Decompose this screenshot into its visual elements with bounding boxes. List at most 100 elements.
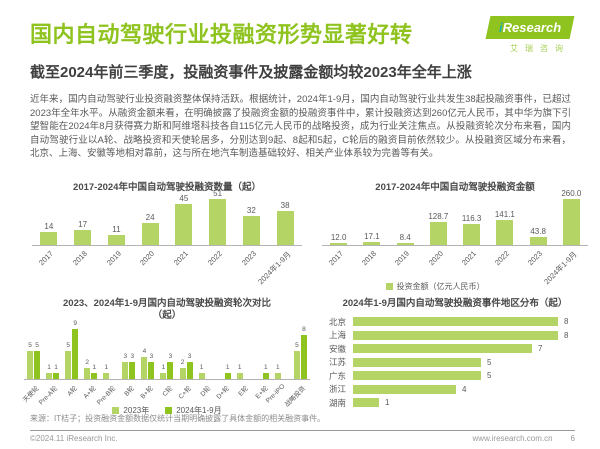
bar-column: 141.1 bbox=[495, 210, 515, 245]
bar bbox=[141, 357, 148, 379]
legend-item: 2024年1-9月 bbox=[165, 405, 222, 416]
tick-label: 2020 bbox=[426, 249, 445, 268]
bar bbox=[496, 220, 514, 245]
category-label: 广东 bbox=[328, 370, 346, 381]
bar-column: 1 bbox=[46, 364, 53, 379]
bar-row: 广东 5 bbox=[318, 369, 592, 383]
bar bbox=[74, 230, 92, 245]
bar-group: 17 bbox=[66, 220, 100, 245]
bar-group: 1 bbox=[272, 364, 291, 379]
bar bbox=[353, 371, 481, 381]
bar bbox=[160, 373, 167, 379]
bar bbox=[53, 373, 60, 379]
value-label: 3 bbox=[123, 353, 128, 360]
legend-swatch bbox=[112, 407, 120, 414]
value-label: 1 bbox=[263, 364, 268, 371]
bar-column: 11 bbox=[106, 225, 126, 245]
value-label: 1 bbox=[104, 364, 109, 371]
bar-group: 12.0 bbox=[322, 233, 355, 245]
value-label: 17.1 bbox=[364, 232, 380, 241]
bar bbox=[396, 243, 414, 245]
bar-column: 24 bbox=[140, 213, 160, 245]
value-label: 45 bbox=[179, 194, 189, 203]
value-label: 24 bbox=[145, 213, 155, 222]
category-label: 江苏 bbox=[328, 357, 346, 368]
bar-column: 4 bbox=[141, 348, 148, 379]
bar-column: 1 bbox=[262, 364, 269, 379]
bar bbox=[107, 235, 125, 245]
iresearch-logo-text: iResearch bbox=[499, 20, 561, 35]
bar-group: 141.1 bbox=[488, 210, 521, 245]
value-label: 17 bbox=[78, 220, 88, 229]
bar-group: 14 bbox=[32, 222, 66, 245]
bar-column: 3 bbox=[167, 353, 174, 379]
bar-column: 51 bbox=[208, 189, 228, 245]
bar bbox=[363, 242, 381, 245]
value-label: 8 bbox=[302, 326, 306, 333]
category-label: 浙江 bbox=[328, 384, 346, 395]
value-label: 12.0 bbox=[330, 233, 347, 242]
bar-column: 17 bbox=[73, 220, 93, 245]
bar-column: 45 bbox=[174, 194, 194, 245]
bar bbox=[179, 368, 186, 379]
bar bbox=[330, 243, 348, 245]
tick-label: 2020 bbox=[138, 249, 157, 268]
plot-area: 12.0 17.1 8.4 128.7 116.3 141.1 43.8 260.0 bbox=[322, 189, 588, 246]
bar-row: 安徽 7 bbox=[318, 342, 592, 356]
tick-label: 2019 bbox=[393, 249, 412, 268]
category-label: 安徽 bbox=[328, 343, 346, 354]
tick-label: 2017 bbox=[37, 249, 56, 268]
bar bbox=[84, 368, 91, 379]
bar-column: 5 bbox=[34, 342, 41, 379]
bar bbox=[300, 335, 307, 379]
logo-rest: Research bbox=[502, 20, 562, 35]
chart-financing-events: 2017-2024年中国自动驾驶投融资数量（起） 14 17 11 24 45 51 32 3… bbox=[28, 182, 306, 296]
bar-group: 128.7 bbox=[422, 212, 455, 245]
bar bbox=[209, 199, 227, 245]
bar-column: 17.1 bbox=[362, 232, 382, 245]
bar-group: 38 bbox=[268, 201, 302, 245]
source-note: 来源：IT桔子；投资融资金额数据仅统计当期明确披露了具体金额的相关融资事件。 bbox=[30, 414, 326, 423]
bar-group: 116.3 bbox=[455, 214, 488, 245]
footer: ©2024.11 iResearch Inc. www.iresearch.co… bbox=[30, 434, 575, 443]
bar-row: 湖南 1 bbox=[318, 396, 592, 410]
bar-group: 17.1 bbox=[355, 232, 388, 245]
value-label: 2 bbox=[180, 359, 185, 366]
bar bbox=[34, 351, 41, 379]
bar bbox=[72, 329, 79, 379]
tick-label: 2021 bbox=[459, 249, 478, 268]
value-label: 3 bbox=[149, 353, 154, 360]
bar-column: 260.0 bbox=[561, 189, 581, 245]
value-label: 4 bbox=[462, 384, 467, 394]
value-label: 1 bbox=[54, 364, 58, 371]
legend-swatch bbox=[165, 407, 173, 414]
value-label: 5 bbox=[35, 342, 39, 349]
bar-column: 3 bbox=[148, 353, 155, 379]
category-label: 上海 bbox=[328, 330, 346, 341]
value-label: 1 bbox=[276, 364, 280, 371]
bar-column: 1 bbox=[103, 364, 110, 379]
value-label: 9 bbox=[73, 320, 77, 327]
bar-column: 1 bbox=[198, 364, 205, 379]
bar-column: 43.8 bbox=[528, 227, 548, 245]
legend-swatch bbox=[385, 283, 393, 290]
plot-area: 北京 8 上海 8 安徽 7 江苏 5 广东 5 浙江 4 湖南 1 bbox=[318, 315, 592, 410]
page-subtitle: 截至2024年前三季度，投融资事件及披露金额均较2023年全年上涨 bbox=[30, 64, 472, 81]
bar bbox=[122, 362, 129, 379]
bar-group: 1 bbox=[196, 364, 215, 379]
body-paragraph: 近年来，国内自动驾驶行业投资融资整体保持活跃。根据统计，2024年1-9月，国内… bbox=[30, 94, 571, 160]
chart-title: 2017-2024年中国自动驾驶投融资金额 bbox=[375, 182, 535, 193]
bar bbox=[27, 351, 34, 379]
bar-group: 32 bbox=[235, 206, 269, 245]
bar-column: 1 bbox=[53, 364, 60, 379]
value-label: 5 bbox=[28, 342, 32, 349]
value-label: 1 bbox=[385, 398, 390, 408]
chart-title: 2024年1-9月国内自动驾驶投融资事件地区分布（起） bbox=[342, 298, 568, 309]
bar-column: 32 bbox=[241, 206, 261, 245]
